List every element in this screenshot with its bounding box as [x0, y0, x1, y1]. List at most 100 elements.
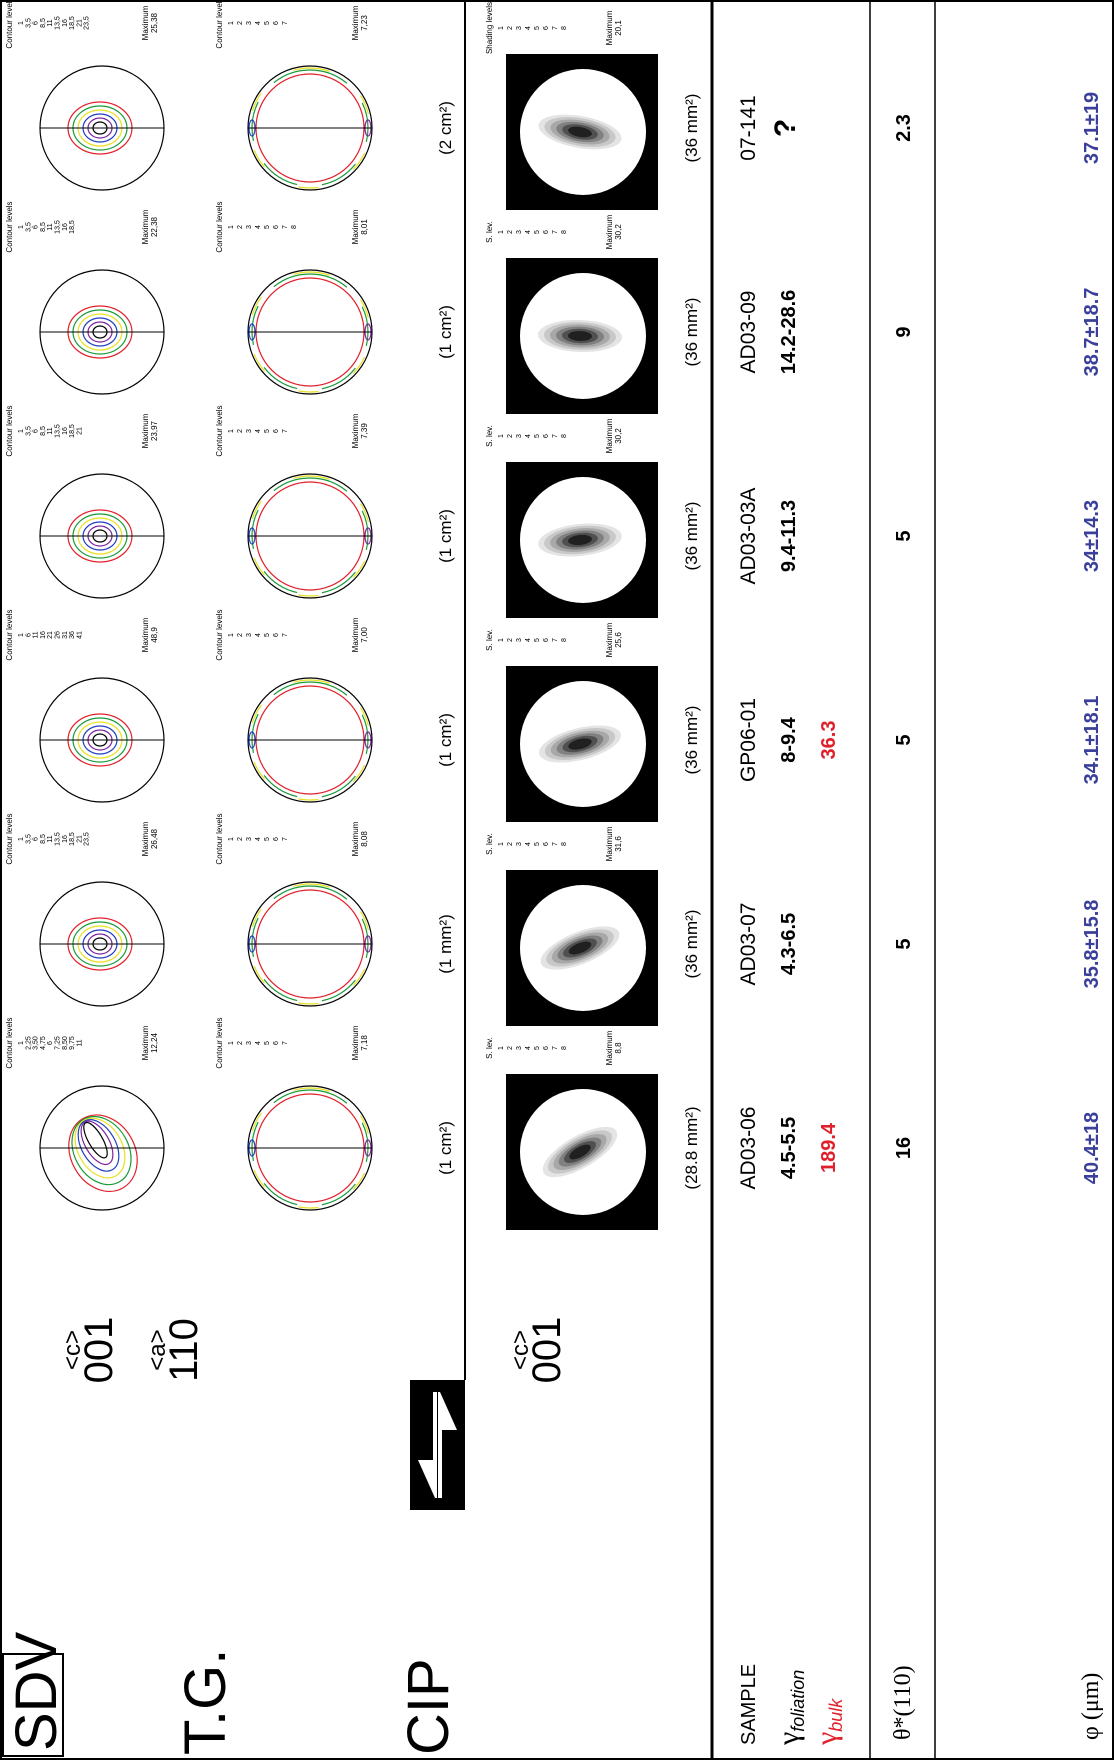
legend-title: Shading levels	[485, 2, 494, 54]
legend-level: 4	[255, 225, 262, 229]
legend-level: 13,5	[55, 16, 62, 30]
legend-level: 26	[55, 631, 62, 639]
legend-level: 6	[273, 225, 280, 229]
legend-level: 6	[273, 837, 280, 841]
legend-level: 4	[255, 21, 262, 25]
subscript: foliation	[788, 1670, 808, 1732]
legend-level: 21	[76, 427, 83, 435]
phi-value: 37.1±19	[1081, 92, 1103, 164]
area-label: (1 cm²)	[436, 509, 455, 563]
area-label: (2 cm²)	[436, 101, 455, 155]
legend-level: 6	[25, 633, 32, 637]
legend-level: 13,5	[55, 832, 62, 846]
legend-level: 8	[561, 1046, 568, 1050]
legend-level: 6	[543, 434, 550, 438]
legend-level: 6	[47, 1041, 54, 1045]
legend-max-value: 7,23	[360, 15, 369, 31]
symbol: γ	[810, 1732, 843, 1746]
theta-value: 16	[893, 1137, 915, 1159]
legend-level: 3,5	[25, 426, 32, 436]
legend-title: S. lev.	[485, 629, 494, 651]
sample-name: AD03-07	[737, 903, 760, 986]
legend-level: 7	[282, 837, 289, 841]
legend-max-value: 7,18	[360, 1035, 369, 1051]
legend-level: 9,75	[69, 1036, 76, 1050]
phi-value: 38.7±18.7	[1081, 288, 1103, 377]
legend-level: 5	[534, 1046, 541, 1050]
legend-max-value: 8,8	[614, 1042, 623, 1054]
area-label: (28.8 mm²)	[682, 1106, 701, 1189]
legend-level: 21	[47, 631, 54, 639]
legend-level: 1	[228, 1041, 235, 1045]
area-label: (36 mm²)	[682, 502, 701, 571]
legend-level: 11	[47, 835, 54, 842]
theta-value: 2.3	[893, 114, 915, 142]
legend-max-label: Maximum	[605, 622, 614, 657]
legend-level: 7	[282, 1041, 289, 1045]
legend-level: 5	[264, 1041, 271, 1045]
legend-level: 11	[47, 19, 54, 26]
legend-level: 23,5	[84, 16, 91, 30]
gamma-foliation: 4.5-5.5	[778, 1117, 800, 1179]
legend-level: 8,50	[62, 1036, 69, 1050]
legend-level: 3,50	[33, 1036, 40, 1050]
sdv-label: SDV	[4, 1631, 69, 1751]
sample-name: AD03-06	[737, 1107, 760, 1190]
legend-title: Contour levels	[5, 201, 14, 252]
legend-title: Contour levels	[215, 609, 224, 660]
legend-level: 6	[543, 1046, 550, 1050]
theta-value: 5	[893, 530, 915, 541]
legend-max-label: Maximum	[141, 1025, 150, 1060]
legend-level: 1	[228, 429, 235, 433]
sample-name: AD03-03A	[737, 488, 760, 585]
gamma-foliation: 4.3-6.5	[778, 913, 800, 975]
row-label: γfoliation	[772, 1670, 808, 1746]
area-label: (1 cm²)	[436, 305, 455, 359]
legend-level: 3	[516, 638, 523, 642]
legend-level: 3	[516, 1046, 523, 1050]
legend-level: 4	[525, 638, 532, 642]
legend-level: 8	[561, 230, 568, 234]
legend-level: 1	[498, 638, 505, 642]
legend-level: 18,5	[69, 16, 76, 30]
legend-level: 7	[552, 26, 559, 30]
legend-max-label: Maximum	[351, 1025, 360, 1060]
legend-level: 16	[62, 19, 69, 27]
legend-title: Contour levels	[5, 0, 14, 49]
legend-level: 6	[33, 429, 40, 433]
legend-level: 3	[246, 837, 253, 841]
area-label: (1 mm²)	[436, 914, 455, 973]
phi-value: 34.1±18.1	[1081, 696, 1103, 785]
phi-value: 35.8±15.8	[1081, 900, 1103, 989]
legend-level: 2,25	[25, 1036, 32, 1050]
legend-level: 8,5	[40, 834, 47, 844]
legend-level: 4,75	[40, 1036, 47, 1050]
legend-title: S. lev.	[485, 833, 494, 855]
legend-max-label: Maximum	[605, 826, 614, 861]
legend-max-value: 23,97	[150, 420, 159, 441]
legend-level: 1	[228, 21, 235, 25]
legend-title: Contour levels	[215, 0, 224, 49]
legend-level: 3,5	[25, 222, 32, 232]
plane-label: 001	[77, 1317, 121, 1384]
area-label: (36 mm²)	[682, 910, 701, 979]
legend-level: 1	[18, 837, 25, 841]
row-label: SAMPLE	[738, 1664, 760, 1745]
legend-level: 5	[534, 842, 541, 846]
legend-level: 1	[228, 837, 235, 841]
gamma-foliation: 14.2-28.6	[778, 290, 800, 375]
legend-level: 8	[291, 225, 298, 229]
legend-level: 3	[516, 26, 523, 30]
legend-level: 4	[525, 26, 532, 30]
legend-level: 1	[18, 225, 25, 229]
legend-max-value: 30,2	[614, 224, 623, 240]
legend-level: 2	[237, 225, 244, 229]
legend-max-label: Maximum	[351, 5, 360, 40]
legend-title: Contour levels	[5, 813, 14, 864]
legend-level: 2	[237, 837, 244, 841]
legend-level: 2	[507, 842, 514, 846]
legend-level: 2	[507, 230, 514, 234]
legend-title: Contour levels	[5, 405, 14, 456]
legend-level: 13,5	[55, 220, 62, 234]
legend-level: 18,5	[69, 424, 76, 438]
